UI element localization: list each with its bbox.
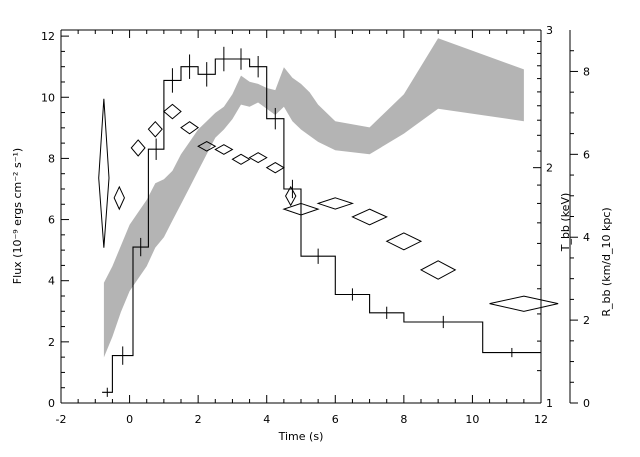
x-tick-label: 0 — [126, 413, 133, 426]
tbb-diamond — [214, 144, 234, 155]
tbb-diamond — [265, 162, 285, 174]
tbb-diamond — [385, 232, 423, 251]
x-tick-label: 2 — [195, 413, 202, 426]
rbb-band-layer — [103, 38, 524, 358]
tbb-axis-label: T_bb (keV) — [559, 193, 572, 253]
rbb-band — [103, 38, 524, 358]
tbb-tick-label: 1 — [546, 397, 553, 410]
x-tick-label: 4 — [263, 413, 270, 426]
tbb-diamond — [282, 202, 320, 216]
x-tick-label: 8 — [400, 413, 407, 426]
x-axis-label: Time (s) — [278, 430, 324, 443]
flux-tick-label: 12 — [41, 30, 55, 43]
tbb-diamond — [419, 260, 457, 280]
x-tick-label: 12 — [534, 413, 548, 426]
rbb-tick-label: 6 — [583, 148, 590, 161]
x-tick-label: 6 — [332, 413, 339, 426]
rbb-axis-label: R_bb (km/d_10 kpc) — [600, 207, 613, 316]
tbb-diamond — [98, 98, 110, 248]
tbb-tick-label: 3 — [546, 24, 553, 37]
tbb-diamond-layer — [98, 98, 559, 312]
flux-tick-label: 2 — [48, 336, 55, 349]
tbb-diamond — [316, 197, 355, 210]
tbb-diamond — [163, 103, 182, 120]
flux-tick-label: 8 — [48, 152, 55, 165]
tbb-ticks: 1 2 3 — [533, 24, 553, 410]
tbb-diamond — [231, 153, 251, 165]
rbb-tick-label: 0 — [583, 397, 590, 410]
rbb-tick-label: 2 — [583, 314, 590, 327]
flux-tick-label: 10 — [41, 91, 55, 104]
tbb-diamond — [351, 208, 388, 226]
tbb-diamond — [248, 152, 268, 164]
tbb-diamond — [197, 140, 217, 152]
tbb-diamond — [489, 295, 559, 312]
x-tick-label: 10 — [465, 413, 479, 426]
tbb-diamond — [180, 121, 200, 135]
x-ticks: -2 0 2 4 6 8 10 12 — [56, 30, 548, 426]
rbb-tick-label: 8 — [583, 65, 590, 78]
x-tick-label: -2 — [56, 413, 67, 426]
tbb-tick-label: 2 — [546, 162, 553, 175]
rbb-ticks: 0 2 4 6 8 — [570, 50, 590, 410]
flux-tick-label: 4 — [48, 275, 55, 288]
tbb-diamond — [147, 120, 163, 138]
tbb-diamond — [130, 139, 146, 157]
tbb-diamond — [113, 185, 125, 211]
flux-step-line — [102, 58, 541, 393]
flux-axis-label: Flux (10⁻⁹ ergs cm⁻² s⁻¹) — [11, 148, 24, 284]
rbb-tick-label: 4 — [583, 231, 590, 244]
flux-tick-label: 0 — [48, 397, 55, 410]
tbb-diamond — [284, 185, 297, 207]
flux-tick-label: 6 — [48, 214, 55, 227]
flux-ticks: 0 2 4 6 8 10 12 — [41, 30, 69, 410]
